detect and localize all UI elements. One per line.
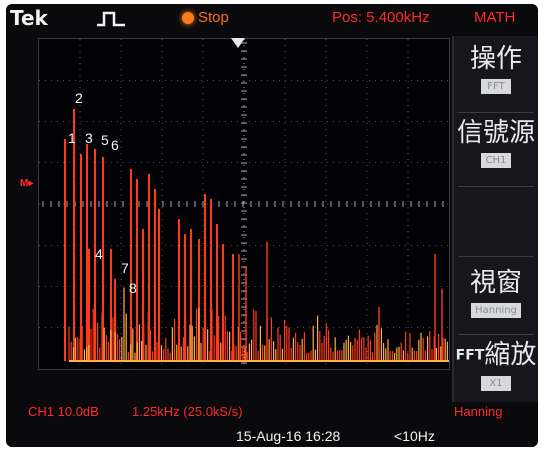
channel-scale-readout: CH1 10.0dB — [28, 404, 99, 419]
harmonic-label: 2 — [75, 90, 83, 106]
reference-marker-icon: M▸ — [20, 178, 34, 189]
harmonic-annotations: 2 1 3 5 6 4 78 — [68, 90, 137, 296]
run-indicator-icon — [182, 12, 194, 24]
harmonic-label: 7 — [121, 260, 129, 276]
menu-source-title: 信號源 — [456, 118, 535, 148]
harmonic-label: 6 — [111, 137, 119, 153]
math-mode-label: MATH — [474, 9, 516, 26]
fft-spectrum-trace — [64, 109, 449, 362]
side-menu: 操作 FFT 信號源 CH1 視窗 Hanning FFT縮放 X1 — [452, 36, 538, 402]
pulse-trigger-icon — [97, 11, 125, 27]
harmonic-label: 4 — [95, 246, 103, 262]
menu-source[interactable]: 信號源 CH1 — [454, 118, 538, 168]
span-readout: 1.25kHz (25.0kS/s) — [132, 404, 243, 419]
graticule — [39, 39, 449, 369]
menu-window[interactable]: 視窗 Hanning — [454, 268, 538, 318]
harmonic-label: 1 — [68, 130, 76, 146]
brand-logo: Tek — [10, 6, 48, 30]
harmonic-label: 8 — [129, 280, 137, 296]
trigger-position-marker-icon — [231, 38, 245, 48]
menu-fft-zoom-prefix: FFT — [455, 347, 485, 364]
window-readout: Hanning — [454, 404, 503, 419]
run-status[interactable]: Stop — [198, 9, 229, 26]
frequency-readout: <10Hz — [394, 428, 435, 444]
menu-window-value: Hanning — [471, 303, 521, 318]
datetime-readout: 15-Aug-16 16:28 — [236, 428, 341, 444]
harmonic-label: 5 — [101, 132, 109, 148]
menu-divider — [458, 334, 534, 335]
menu-divider — [458, 186, 534, 187]
menu-source-value: CH1 — [481, 153, 511, 168]
menu-fft-zoom-value: X1 — [481, 375, 511, 391]
menu-window-title: 視窗 — [469, 268, 522, 298]
menu-fft-zoom-title: FFT縮放 — [454, 340, 538, 371]
fft-spectrum-plot: 2 1 3 5 6 4 78 — [39, 39, 449, 369]
menu-fft-zoom[interactable]: FFT縮放 X1 — [454, 340, 538, 391]
menu-operation-value: FFT — [481, 79, 511, 94]
menu-operation-title: 操作 — [469, 44, 522, 74]
menu-operation[interactable]: 操作 FFT — [454, 44, 538, 94]
horizontal-position-readout: Pos: 5.400kHz — [332, 9, 430, 26]
menu-fft-zoom-label: 縮放 — [484, 340, 537, 370]
harmonic-label: 3 — [85, 130, 93, 146]
menu-divider — [458, 256, 534, 257]
menu-divider — [458, 112, 534, 113]
